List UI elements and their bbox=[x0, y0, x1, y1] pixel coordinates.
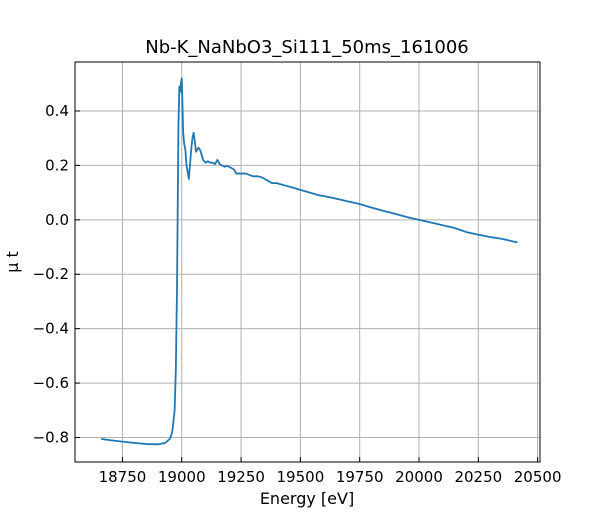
x-tick-label: 20500 bbox=[514, 468, 562, 486]
chart-title: Nb-K_NaNbO3_Si111_50ms_161006 bbox=[145, 37, 469, 58]
y-tick-label: 0.0 bbox=[45, 211, 69, 229]
ticks: 18750 19000 19250 19500 19750 20000 20250 20500… bbox=[33, 102, 562, 486]
y-tick-label: −0.6 bbox=[33, 374, 69, 392]
plot-frame bbox=[74, 61, 541, 463]
y-tick-label: −0.4 bbox=[33, 320, 69, 338]
series-line bbox=[100, 77, 518, 446]
x-tick-label: 20250 bbox=[454, 468, 502, 486]
x-tick-label: 19750 bbox=[336, 468, 384, 486]
y-tick-label: −0.8 bbox=[33, 429, 69, 447]
x-tick-label: 18750 bbox=[99, 468, 147, 486]
x-tick-label: 19250 bbox=[217, 468, 265, 486]
x-axis-label: Energy [eV] bbox=[260, 489, 354, 508]
x-tick-label: 19000 bbox=[158, 468, 206, 486]
plot-area bbox=[75, 62, 540, 462]
x-tick-label: 20000 bbox=[395, 468, 443, 486]
y-tick-label: 0.4 bbox=[45, 102, 69, 120]
y-tick-label: −0.2 bbox=[33, 265, 69, 283]
x-tick-label: 19500 bbox=[277, 468, 325, 486]
y-tick-label: 0.2 bbox=[45, 156, 69, 174]
grid bbox=[75, 62, 540, 462]
y-axis-label: μ t bbox=[3, 251, 22, 273]
series-group bbox=[100, 77, 518, 446]
